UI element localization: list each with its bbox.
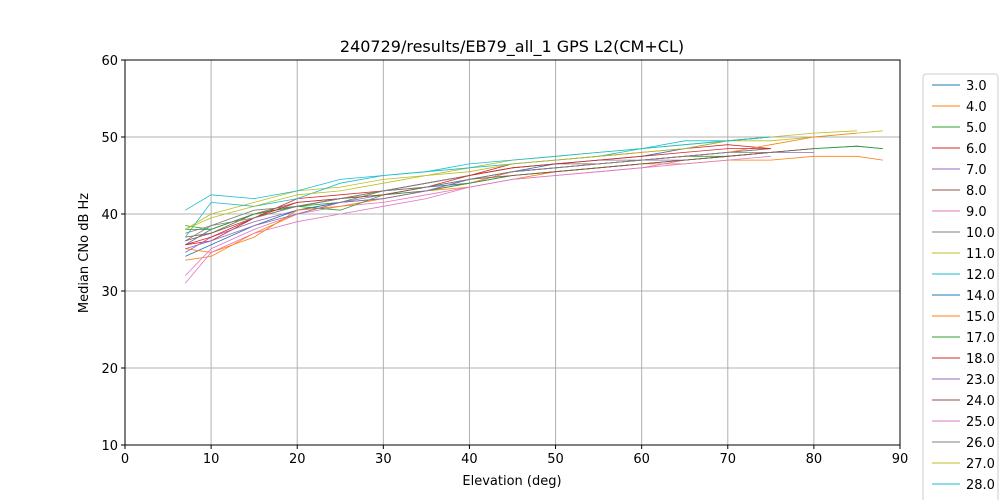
x-axis-label: Elevation (deg): [462, 474, 561, 489]
x-tick-label: 70: [720, 452, 737, 467]
series-line-12.0: [184, 136, 771, 238]
y-tick-label: 20: [101, 362, 118, 377]
legend-label: 11.0: [966, 247, 995, 262]
legend-label: 25.0: [966, 415, 995, 430]
series-line-3.0: [185, 145, 883, 246]
x-tick-label: 0: [121, 452, 129, 467]
x-tick-label: 10: [203, 452, 220, 467]
legend-label: 14.0: [966, 289, 995, 304]
plot-frame: [124, 59, 901, 446]
legend-label: 23.0: [966, 373, 995, 388]
series-line-8.0: [185, 148, 771, 238]
legend-label: 4.0: [966, 100, 987, 115]
series-line-4.0: [185, 155, 883, 261]
y-tick-label: 30: [101, 285, 118, 300]
x-tick-label: 60: [633, 452, 650, 467]
y-tick-label: 10: [101, 439, 118, 454]
x-tick-label: 30: [375, 452, 392, 467]
legend-frame: [922, 73, 999, 500]
grid: [124, 59, 901, 446]
legend-label: 8.0: [966, 184, 987, 199]
legend-label: 17.0: [966, 331, 995, 346]
series-line-10.0: [185, 148, 771, 242]
legend-label: 12.0: [966, 268, 995, 283]
legend-label: 6.0: [966, 142, 987, 157]
legend-label: 18.0: [966, 352, 995, 367]
x-tick-label: 20: [289, 452, 306, 467]
legend-label: 9.0: [966, 205, 987, 220]
legend-label: 10.0: [966, 226, 995, 241]
legend-label: 5.0: [966, 121, 987, 136]
series-line-25.0: [184, 155, 771, 284]
x-tick-label: 50: [547, 452, 564, 467]
legend-label: 28.0: [966, 478, 995, 493]
legend-label: 3.0: [966, 79, 987, 94]
chart-title: 240729/results/EB79_all_1 GPS L2(CM+CL): [340, 37, 684, 57]
y-tick-label: 60: [101, 54, 118, 69]
plot-lines: [184, 130, 883, 284]
series-line-14.0: [185, 136, 771, 257]
x-tick-label: 90: [892, 452, 909, 467]
y-tick-label: 40: [101, 208, 118, 223]
legend-label: 26.0: [966, 436, 995, 451]
legend-label: 15.0: [966, 310, 995, 325]
x-tick-label: 40: [461, 452, 478, 467]
legend-label: 27.0: [966, 457, 995, 472]
series-line-18.0: [185, 148, 771, 246]
x-tick-label: 80: [806, 452, 823, 467]
y-axis-label: Median CNo dB Hz: [77, 193, 92, 313]
series-line-26.0: [185, 151, 771, 234]
series-line-28.0: [185, 136, 771, 211]
legend-label: 24.0: [966, 394, 995, 409]
legend: 3.0 4.0 5.0 6.0 7.0 8.0 9.0 10.0 11.0 12.0 14.0 15.…: [922, 73, 999, 500]
y-tick-label: 50: [101, 131, 118, 146]
legend-label: 7.0: [966, 163, 987, 178]
